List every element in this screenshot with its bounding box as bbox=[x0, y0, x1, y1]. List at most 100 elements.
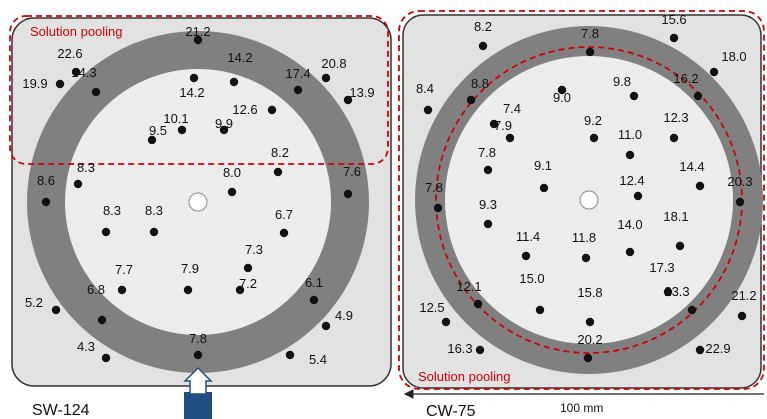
right-point-marker bbox=[583, 353, 593, 363]
left-point-label: 21.2 bbox=[185, 24, 210, 39]
right-point-label: 22.9 bbox=[705, 341, 730, 356]
left-point-label: 20.8 bbox=[321, 56, 346, 71]
left-point-marker bbox=[321, 321, 331, 331]
left-point-label: 14.2 bbox=[179, 85, 204, 100]
left-point-label: 6.1 bbox=[305, 275, 323, 290]
left-point-marker bbox=[267, 105, 277, 115]
left-point-marker bbox=[101, 227, 111, 237]
right-point-label: 12.3 bbox=[663, 110, 688, 125]
left-point-marker bbox=[321, 73, 331, 83]
left-point-label: 7.3 bbox=[245, 242, 263, 257]
left-point-marker bbox=[149, 227, 159, 237]
left-point-marker bbox=[227, 187, 237, 197]
right-point-label: 7.8 bbox=[478, 145, 496, 160]
scale-bar-label: 100 mm bbox=[560, 401, 603, 415]
left-point-label: 8.3 bbox=[145, 203, 163, 218]
right-point-marker bbox=[737, 311, 747, 321]
right-point-marker bbox=[535, 305, 545, 315]
right-sample-label: CW-75 bbox=[426, 403, 476, 419]
left-point-label: 10.1 bbox=[163, 111, 188, 126]
left-point-label: 8.6 bbox=[37, 173, 55, 188]
left-point-marker bbox=[183, 285, 193, 295]
right-point-marker bbox=[483, 165, 493, 175]
left-point-label: 9.5 bbox=[149, 123, 167, 138]
left-point-label: 8.3 bbox=[77, 160, 95, 175]
right-point-marker bbox=[625, 247, 635, 257]
right-point-label: 7.9 bbox=[494, 118, 512, 133]
left-point-marker bbox=[51, 305, 61, 315]
left-point-marker bbox=[189, 73, 199, 83]
right-point-label: 8.4 bbox=[416, 81, 434, 96]
right-point-marker bbox=[589, 133, 599, 143]
right-point-label: 14.4 bbox=[679, 159, 704, 174]
left-point-label: 6.7 bbox=[275, 207, 293, 222]
left-point-marker bbox=[273, 167, 283, 177]
left-point-label: 12.6 bbox=[232, 102, 257, 117]
right-point-label: 11.0 bbox=[618, 127, 642, 142]
right-point-marker bbox=[521, 251, 531, 261]
right-point-marker bbox=[695, 181, 705, 191]
right-point-marker bbox=[433, 203, 443, 213]
right-point-label: 9.3 bbox=[479, 197, 497, 212]
right-point-label: 15.0 bbox=[519, 271, 544, 286]
right-point-label: 8.8 bbox=[471, 76, 489, 91]
right-point-marker bbox=[581, 253, 591, 263]
left-point-marker bbox=[117, 285, 127, 295]
left-point-marker bbox=[293, 85, 303, 95]
left-point-marker bbox=[219, 125, 229, 135]
left-point-label: 7.8 bbox=[189, 331, 207, 346]
left-point-label: 4.9 bbox=[335, 308, 353, 323]
left-point-marker bbox=[343, 189, 353, 199]
right-point-label: 7.4 bbox=[503, 101, 521, 116]
left-point-marker bbox=[309, 295, 319, 305]
left-point-marker bbox=[97, 315, 107, 325]
left-point-label: 5.2 bbox=[25, 295, 43, 310]
left-center-hole bbox=[188, 192, 208, 212]
right-point-label: 23.3 bbox=[664, 284, 689, 299]
right-point-marker bbox=[473, 299, 483, 309]
left-point-label: 14.2 bbox=[227, 50, 252, 65]
right-point-label: 15.6 bbox=[661, 12, 686, 27]
right-point-marker bbox=[695, 345, 705, 355]
right-point-label: 16.3 bbox=[447, 341, 472, 356]
left-point-label: 8.0 bbox=[223, 165, 241, 180]
right-point-marker bbox=[675, 241, 685, 251]
right-panel: Solution pooling 8.2 7.8 15.6 18.0 8.4 8.8 9.0… bbox=[398, 10, 765, 419]
right-point-marker bbox=[625, 150, 635, 160]
left-points-group: 21.2 22.6 19.9 14.3 14.2 17.4 20.813.9 14.2 12.6… bbox=[22, 24, 374, 367]
left-point-marker bbox=[193, 35, 203, 45]
left-pooling-region bbox=[9, 15, 389, 165]
right-point-marker bbox=[539, 183, 549, 193]
right-point-label: 20.2 bbox=[577, 332, 602, 347]
left-pooling-label: Solution pooling bbox=[30, 24, 123, 39]
right-center-hole bbox=[579, 190, 599, 210]
right-point-marker bbox=[709, 67, 719, 77]
left-point-label: 19.9 bbox=[22, 76, 47, 91]
right-point-label: 12.5 bbox=[419, 300, 444, 315]
right-points-group: 8.2 7.8 15.6 18.0 8.4 8.8 9.0 9.8 16.2 7.4 7.9 9.2 1… bbox=[416, 12, 757, 363]
right-point-label: 9.2 bbox=[584, 113, 602, 128]
left-point-label: 14.3 bbox=[71, 65, 96, 80]
right-point-label: 7.8 bbox=[425, 180, 443, 195]
right-point-marker bbox=[669, 133, 679, 143]
left-point-label: 8.3 bbox=[103, 203, 121, 218]
right-point-marker bbox=[629, 91, 639, 101]
right-point-label: 12.4 bbox=[619, 173, 644, 188]
right-point-marker bbox=[441, 317, 451, 327]
right-point-marker bbox=[423, 105, 433, 115]
left-point-label: 5.4 bbox=[309, 352, 327, 367]
left-point-label: 9.9 bbox=[215, 116, 233, 131]
left-point-marker bbox=[235, 285, 245, 295]
right-point-marker bbox=[489, 119, 499, 129]
left-point-label: 6.8 bbox=[87, 282, 105, 297]
right-point-label: 14.0 bbox=[617, 217, 642, 232]
inlet-arrow-icon bbox=[183, 366, 213, 395]
left-point-marker bbox=[91, 87, 101, 97]
left-point-label: 8.2 bbox=[271, 145, 289, 160]
left-point-label: 13.9 bbox=[349, 85, 374, 100]
left-point-marker bbox=[55, 79, 65, 89]
left-point-label: 4.3 bbox=[77, 339, 95, 354]
left-point-label: 7.9 bbox=[181, 261, 199, 276]
right-point-marker bbox=[585, 317, 595, 327]
